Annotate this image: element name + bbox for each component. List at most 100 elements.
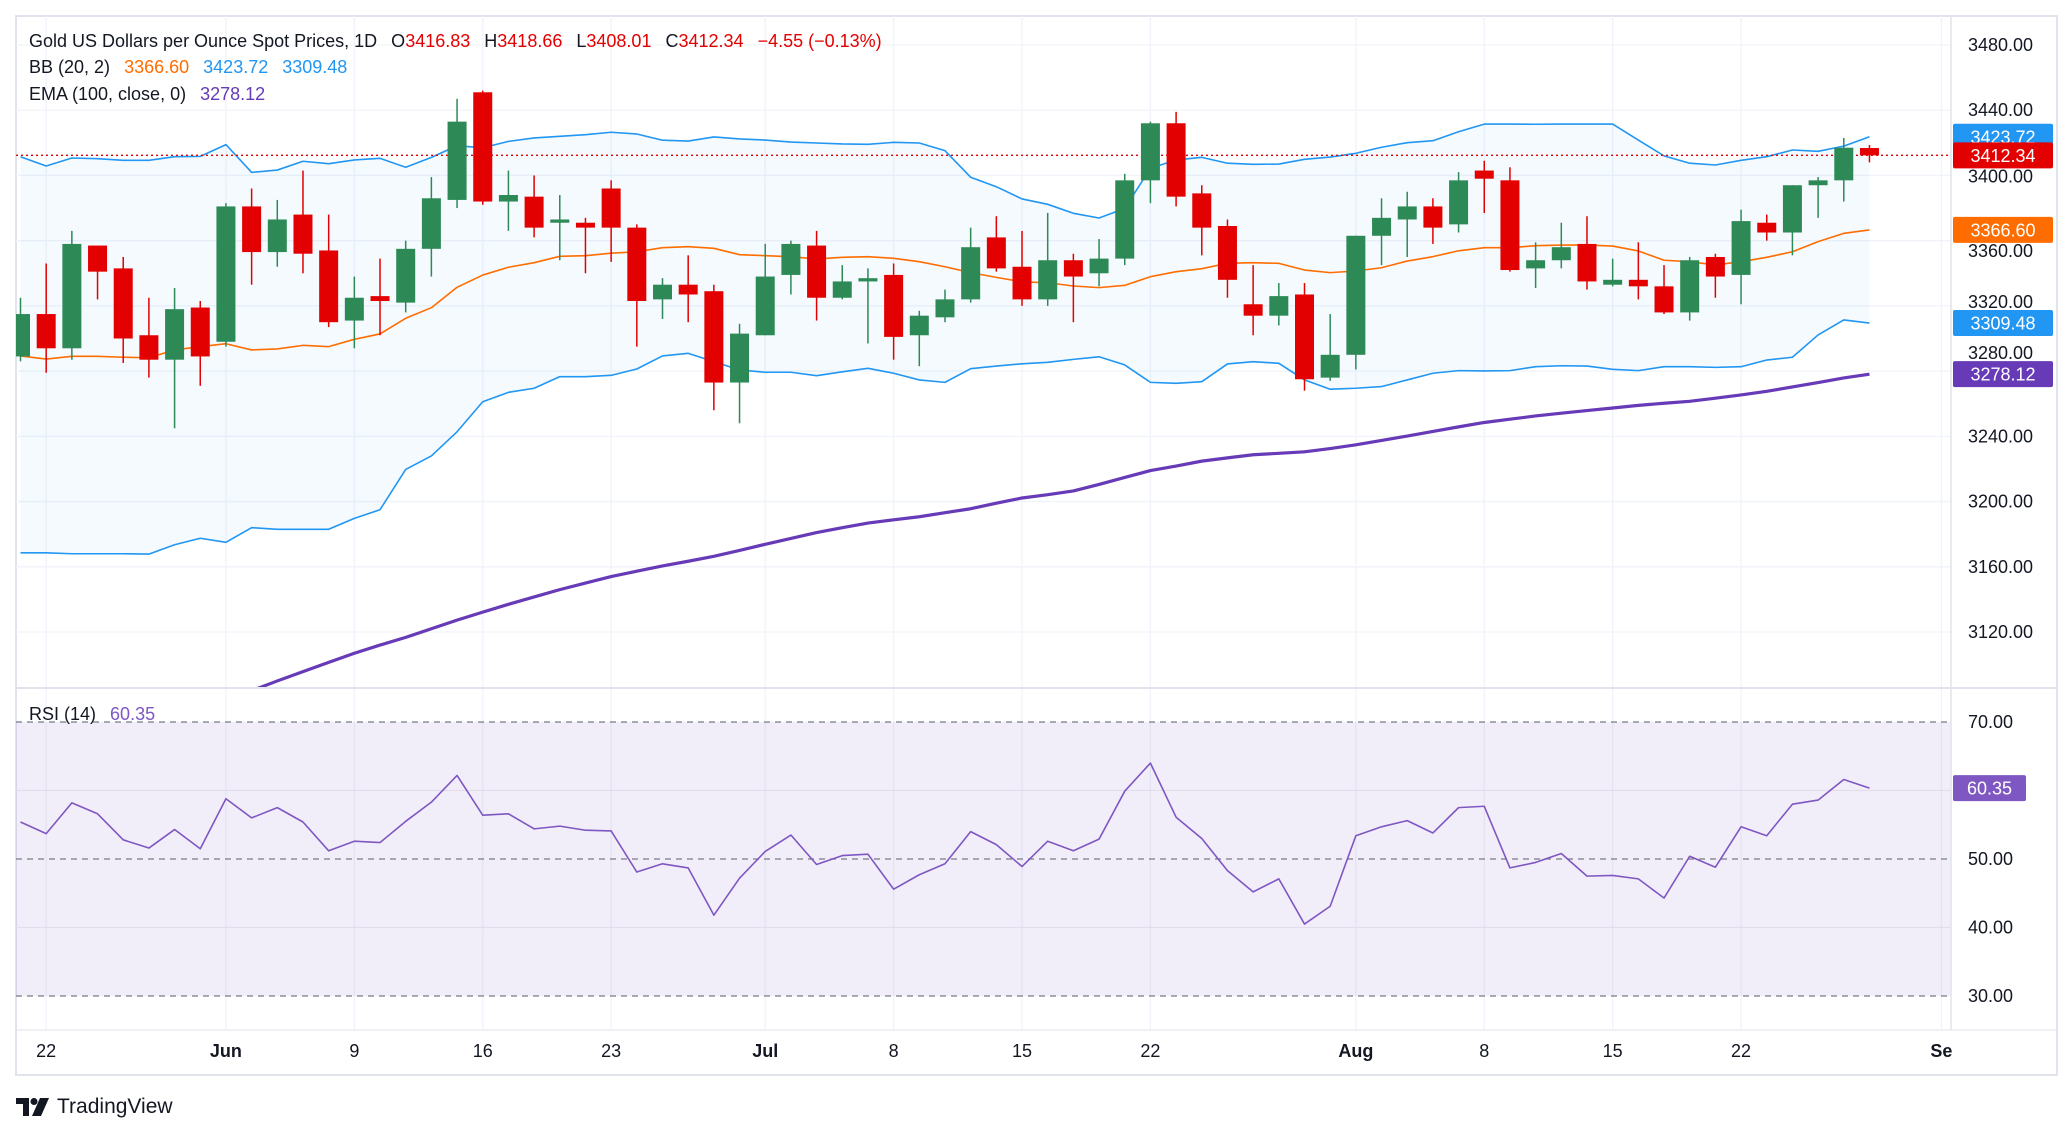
candle[interactable] <box>190 301 210 386</box>
ema-value: 3278.12 <box>200 84 266 104</box>
candle[interactable] <box>935 289 955 323</box>
candle[interactable] <box>62 230 82 360</box>
candle[interactable] <box>730 323 750 424</box>
time-tick-label: Jun <box>210 1041 242 1061</box>
candle-body <box>1038 260 1058 300</box>
time-axis[interactable]: 22 Jun 9 16 23 Jul 8 15 22 Aug 8 15 22 Se <box>36 1041 1952 1061</box>
bb-upper-line[interactable] <box>20 123 1870 219</box>
candle[interactable] <box>139 297 159 378</box>
candle[interactable] <box>781 240 801 295</box>
candle[interactable] <box>1782 185 1802 256</box>
candle[interactable] <box>653 278 672 319</box>
candle-body <box>319 250 339 323</box>
candle[interactable] <box>755 243 775 336</box>
candle[interactable] <box>1269 283 1289 326</box>
candle[interactable] <box>1038 212 1058 306</box>
bb-lower-line[interactable] <box>20 319 1870 555</box>
candle[interactable] <box>1346 235 1366 370</box>
candle[interactable] <box>1474 160 1494 213</box>
candle[interactable] <box>807 230 827 321</box>
price-tick-label: 3240.00 <box>1968 426 2033 446</box>
rsi-tick-label: 50.00 <box>1968 849 2013 869</box>
candle[interactable] <box>1115 173 1135 266</box>
candle[interactable] <box>344 276 364 349</box>
candle[interactable] <box>575 217 595 274</box>
candle[interactable] <box>832 265 852 300</box>
candle[interactable] <box>858 268 878 344</box>
candle[interactable] <box>1063 253 1083 323</box>
candle[interactable] <box>165 287 185 429</box>
candle[interactable] <box>524 175 544 238</box>
candle[interactable] <box>447 98 467 209</box>
candle[interactable] <box>1808 177 1828 218</box>
candle[interactable] <box>1089 239 1109 287</box>
candle-body <box>653 284 672 300</box>
low-value: 3408.01 <box>586 31 652 51</box>
ema-line[interactable] <box>252 372 1870 691</box>
candle[interactable] <box>498 170 518 231</box>
price-tick-label: 3120.00 <box>1968 622 2033 642</box>
candle[interactable] <box>1757 214 1777 241</box>
candle[interactable] <box>1680 256 1700 321</box>
candle[interactable] <box>1423 198 1443 244</box>
candle[interactable] <box>88 245 108 300</box>
candle[interactable] <box>1500 167 1520 272</box>
candle[interactable] <box>986 216 1006 272</box>
candle[interactable] <box>1192 185 1212 256</box>
candle[interactable] <box>1654 265 1674 315</box>
candle[interactable] <box>1705 253 1725 298</box>
tradingview-logo[interactable]: TradingView <box>16 1095 173 1119</box>
candle[interactable] <box>1166 111 1186 207</box>
candle[interactable] <box>1372 198 1392 266</box>
ema-legend[interactable]: EMA (100, close, 0) 3278.12 <box>29 83 265 105</box>
candle[interactable] <box>1217 219 1237 298</box>
price-axis[interactable]: 3480.00 3440.00 3400.00 3360.00 3320.00 3280.… <box>1968 35 2033 642</box>
symbol-legend[interactable]: Gold US Dollars per Ounce Spot Prices, 1… <box>29 30 882 52</box>
candle[interactable] <box>267 199 287 267</box>
candle[interactable] <box>704 284 724 411</box>
candle[interactable] <box>1243 265 1263 336</box>
candle-body <box>190 307 210 357</box>
candle[interactable] <box>1859 145 1879 163</box>
candle[interactable] <box>36 263 56 373</box>
candle[interactable] <box>550 195 570 261</box>
candle[interactable] <box>1577 216 1597 290</box>
candle[interactable] <box>1526 242 1546 288</box>
candle[interactable] <box>370 258 390 336</box>
candle[interactable] <box>1012 230 1032 306</box>
rsi-legend[interactable]: RSI (14) 60.35 <box>29 703 155 725</box>
candle[interactable] <box>1731 209 1751 305</box>
price-pane[interactable] <box>11 90 1951 691</box>
candle[interactable] <box>396 240 416 313</box>
candle[interactable] <box>242 188 262 285</box>
candle[interactable] <box>1603 258 1623 287</box>
price-tick-label: 3440.00 <box>1968 100 2033 120</box>
candle[interactable] <box>1628 242 1648 300</box>
rsi-pane[interactable] <box>16 721 1951 997</box>
candle[interactable] <box>601 180 621 262</box>
candle[interactable] <box>1551 222 1571 269</box>
candle[interactable] <box>319 214 339 328</box>
candle[interactable] <box>1397 191 1417 257</box>
candle[interactable] <box>421 177 441 277</box>
candle[interactable] <box>113 256 133 363</box>
candle[interactable] <box>293 170 313 274</box>
candle[interactable] <box>473 90 493 205</box>
candle[interactable] <box>884 263 904 360</box>
rsi-axis[interactable]: 70.00 50.00 40.00 30.00 <box>1968 712 2013 1006</box>
rsi-line[interactable] <box>20 762 1870 925</box>
candle[interactable] <box>1320 314 1340 381</box>
candle[interactable] <box>1449 172 1469 233</box>
candle[interactable] <box>678 255 698 323</box>
candle[interactable] <box>1140 121 1160 204</box>
candle[interactable] <box>1834 137 1854 202</box>
candle[interactable] <box>909 310 929 367</box>
candle-body <box>961 247 981 300</box>
candle[interactable] <box>961 227 981 303</box>
candle[interactable] <box>627 224 647 347</box>
candle[interactable] <box>11 297 30 362</box>
bb-legend[interactable]: BB (20, 2) 3366.60 3423.72 3309.48 <box>29 56 347 78</box>
candle[interactable] <box>1295 283 1314 391</box>
candle[interactable] <box>216 203 236 347</box>
